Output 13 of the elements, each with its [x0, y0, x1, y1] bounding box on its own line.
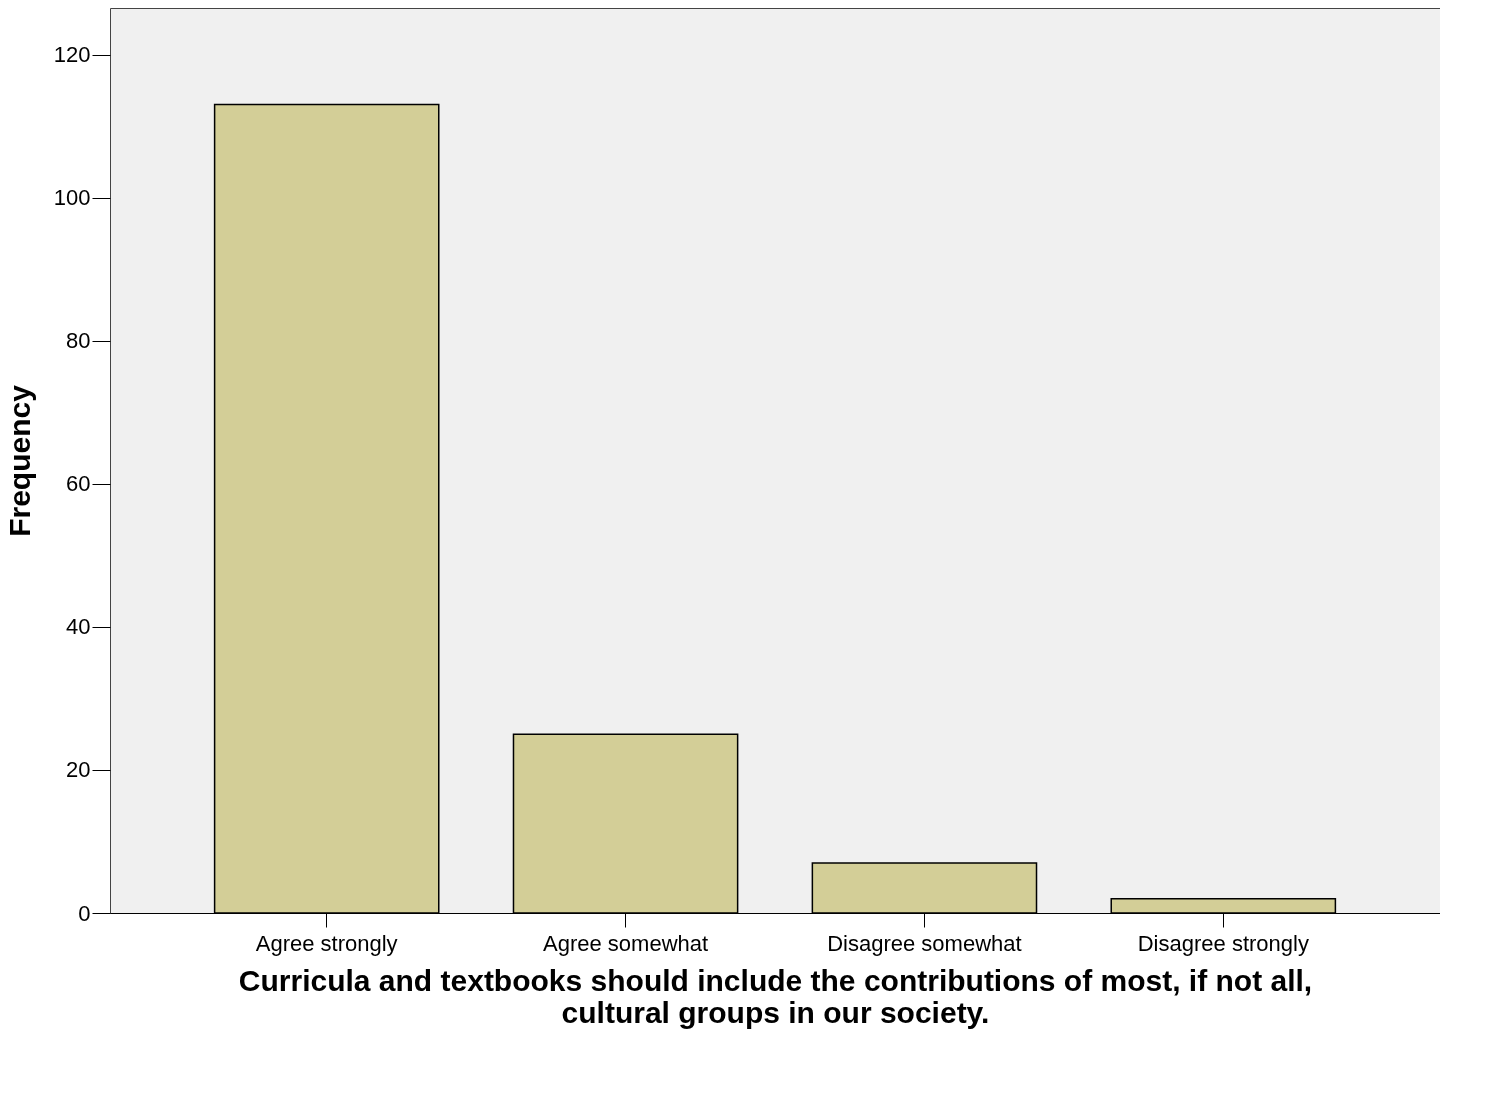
- y-axis-title: Frequency: [2, 384, 36, 537]
- y-tick-label: 20: [66, 757, 91, 783]
- y-tick-label: 60: [66, 471, 91, 497]
- y-tick-label: 0: [78, 900, 91, 926]
- y-tick-label: 100: [53, 185, 91, 211]
- x-tick-label: Agree somewhat: [543, 930, 709, 956]
- x-tick-label: Disagree strongly: [1137, 930, 1309, 956]
- x-tick-label: Agree strongly: [255, 930, 398, 956]
- y-tick-label: 40: [66, 614, 91, 640]
- x-tick-label: Disagree somewhat: [827, 930, 1022, 956]
- y-tick-label: 80: [66, 328, 91, 354]
- y-tick-label: 120: [53, 42, 91, 67]
- x-axis-title: Curricula and textbooks should include the contributions of most, if not all, cultural groups in our society.: [238, 963, 1313, 1029]
